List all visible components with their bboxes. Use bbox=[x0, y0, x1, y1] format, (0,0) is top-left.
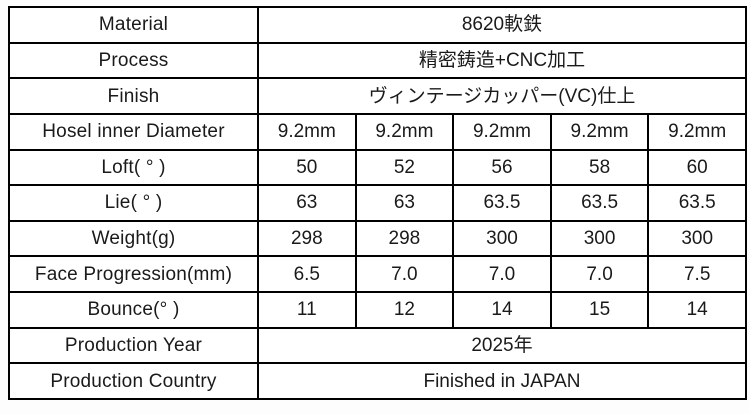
table-row-production-country: Production Country Finished in JAPAN bbox=[8, 362, 747, 400]
table-row-finish: Finish ヴィンテージカッパー(VC)仕上 bbox=[8, 77, 747, 115]
row-value-process: 精密鋳造+CNC加工 bbox=[257, 41, 747, 80]
row-label-production-year: Production Year bbox=[8, 326, 259, 365]
weight-value-3: 300 bbox=[452, 219, 552, 258]
weight-value-4: 300 bbox=[549, 219, 650, 258]
face-progression-value-5: 7.5 bbox=[647, 255, 747, 293]
row-value-material: 8620軟鉄 bbox=[257, 6, 747, 44]
row-label-bounce: Bounce(° ) bbox=[8, 291, 259, 329]
face-progression-value-2: 7.0 bbox=[354, 255, 455, 293]
row-label-production-country: Production Country bbox=[8, 362, 259, 400]
bounce-value-3: 14 bbox=[452, 291, 552, 329]
table-row-lie: Lie( ° ) 63 63 63.5 63.5 63.5 bbox=[8, 184, 747, 222]
lie-value-3: 63.5 bbox=[452, 184, 552, 222]
bounce-value-1: 11 bbox=[257, 291, 357, 329]
row-label-process: Process bbox=[8, 41, 259, 80]
loft-value-5: 60 bbox=[647, 148, 747, 187]
row-label-weight: Weight(g) bbox=[8, 219, 259, 258]
row-label-face-progression: Face Progression(mm) bbox=[8, 255, 259, 293]
table-row-production-year: Production Year 2025年 bbox=[8, 326, 747, 365]
table-row-material: Material 8620軟鉄 bbox=[8, 6, 747, 44]
hosel-diameter-value-5: 9.2mm bbox=[647, 112, 747, 151]
weight-value-5: 300 bbox=[647, 219, 747, 258]
weight-value-2: 298 bbox=[354, 219, 455, 258]
lie-value-4: 63.5 bbox=[549, 184, 650, 222]
hosel-diameter-value-3: 9.2mm bbox=[452, 112, 552, 151]
row-value-finish: ヴィンテージカッパー(VC)仕上 bbox=[257, 77, 747, 115]
row-label-finish: Finish bbox=[8, 77, 259, 115]
hosel-diameter-value-4: 9.2mm bbox=[549, 112, 650, 151]
table-row-face-progression: Face Progression(mm) 6.5 7.0 7.0 7.0 7.5 bbox=[8, 255, 747, 293]
face-progression-value-3: 7.0 bbox=[452, 255, 552, 293]
weight-value-1: 298 bbox=[257, 219, 357, 258]
table-row-bounce: Bounce(° ) 11 12 14 15 14 bbox=[8, 291, 747, 329]
bounce-value-4: 15 bbox=[549, 291, 650, 329]
bounce-value-2: 12 bbox=[354, 291, 455, 329]
face-progression-value-1: 6.5 bbox=[257, 255, 357, 293]
table-row-weight: Weight(g) 298 298 300 300 300 bbox=[8, 219, 747, 258]
lie-value-5: 63.5 bbox=[647, 184, 747, 222]
hosel-diameter-value-2: 9.2mm bbox=[354, 112, 455, 151]
hosel-diameter-value-1: 9.2mm bbox=[257, 112, 357, 151]
table-row-hosel-diameter: Hosel inner Diameter 9.2mm 9.2mm 9.2mm 9… bbox=[8, 112, 747, 151]
table-row-process: Process 精密鋳造+CNC加工 bbox=[8, 41, 747, 80]
row-label-hosel-diameter: Hosel inner Diameter bbox=[8, 112, 259, 151]
loft-value-1: 50 bbox=[257, 148, 357, 187]
row-label-loft: Loft( ° ) bbox=[8, 148, 259, 187]
lie-value-2: 63 bbox=[354, 184, 455, 222]
row-label-material: Material bbox=[8, 6, 259, 44]
face-progression-value-4: 7.0 bbox=[549, 255, 650, 293]
loft-value-4: 58 bbox=[549, 148, 650, 187]
lie-value-1: 63 bbox=[257, 184, 357, 222]
row-label-lie: Lie( ° ) bbox=[8, 184, 259, 222]
table-row-loft: Loft( ° ) 50 52 56 58 60 bbox=[8, 148, 747, 187]
loft-value-3: 56 bbox=[452, 148, 552, 187]
loft-value-2: 52 bbox=[354, 148, 455, 187]
row-value-production-year: 2025年 bbox=[257, 326, 747, 365]
row-value-production-country: Finished in JAPAN bbox=[257, 362, 747, 400]
product-spec-table: Material 8620軟鉄 Process 精密鋳造+CNC加工 Finis… bbox=[8, 6, 747, 400]
bounce-value-5: 14 bbox=[647, 291, 747, 329]
